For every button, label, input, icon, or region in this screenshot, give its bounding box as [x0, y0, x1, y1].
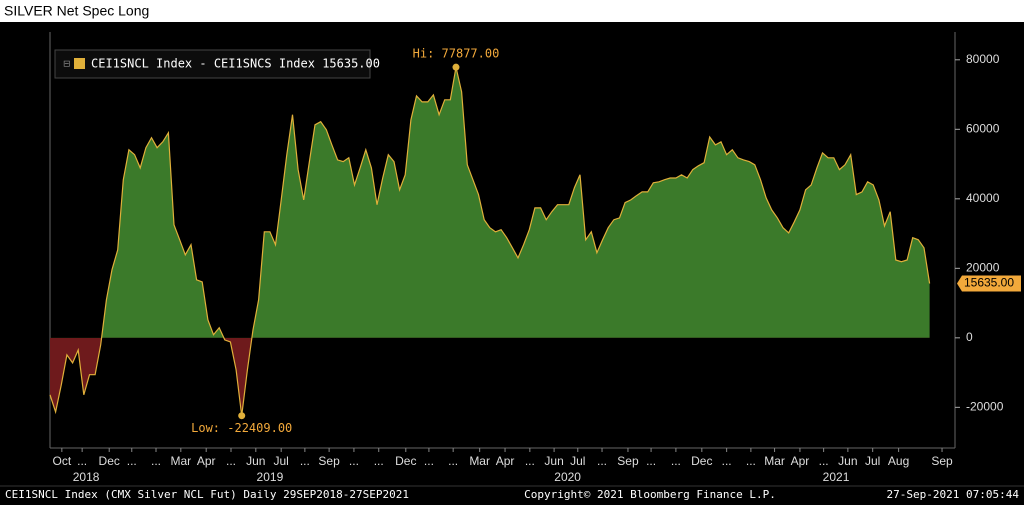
x-tick-label: ... — [300, 454, 310, 468]
x-tick-label: ... — [424, 454, 434, 468]
x-tick-label: Apr — [791, 454, 810, 468]
x-tick-label: Mar — [170, 454, 191, 468]
x-tick-label: ... — [448, 454, 458, 468]
legend-swatch — [74, 58, 85, 69]
y-tick-label: 20000 — [966, 260, 1000, 274]
x-tick-label: Sep — [318, 454, 340, 468]
year-label: 2021 — [823, 470, 850, 484]
extreme-marker — [452, 63, 460, 71]
line — [49, 67, 931, 416]
x-tick-label: ... — [151, 454, 161, 468]
area-positive — [50, 67, 930, 338]
x-tick-label: Jul — [570, 454, 585, 468]
year-label: 2019 — [257, 470, 284, 484]
x-tick-label: ... — [746, 454, 756, 468]
x-tick-label: Mar — [469, 454, 490, 468]
x-tick-label: ... — [127, 454, 137, 468]
x-tick-label: ... — [597, 454, 607, 468]
last-value-label: 15635.00 — [964, 276, 1014, 290]
x-tick-label: Sep — [617, 454, 639, 468]
x-tick-label: ... — [374, 454, 384, 468]
extreme-label: Low: -22409.00 — [191, 421, 292, 435]
legend-toggle: ⊟ — [63, 58, 71, 68]
extreme-marker — [238, 412, 246, 420]
y-tick-label: 60000 — [966, 121, 1000, 135]
x-tick-label: ... — [349, 454, 359, 468]
x-tick-label: Jun — [246, 454, 265, 468]
x-tick-label: ... — [646, 454, 656, 468]
extreme-label: Hi: 77877.00 — [413, 47, 500, 61]
x-tick-label: ... — [525, 454, 535, 468]
x-tick-label: Sep — [931, 454, 953, 468]
x-tick-label: Jul — [865, 454, 880, 468]
year-label: 2020 — [554, 470, 581, 484]
x-tick-label: ... — [671, 454, 681, 468]
y-tick-label: 0 — [966, 330, 973, 344]
legend-label: CEI1SNCL Index - CEI1SNCS Index 15635.00 — [91, 57, 380, 71]
x-tick-label: Jul — [274, 454, 289, 468]
x-tick-label: Dec — [395, 454, 416, 468]
x-tick-label: Dec — [99, 454, 120, 468]
x-tick-label: Aug — [888, 454, 909, 468]
x-tick-label: Jun — [544, 454, 563, 468]
footer-timestamp: 27-Sep-2021 07:05:44 — [887, 488, 1020, 501]
x-tick-label: ... — [819, 454, 829, 468]
plot: -20000 0 20000 40000 60000 80000 15635.00 Hi: 7… — [49, 32, 1021, 484]
y-tick-label: 40000 — [966, 191, 1000, 205]
last-value-tag — [957, 275, 1021, 292]
footer-copyright: Copyright© 2021 Bloomberg Finance L.P. — [524, 488, 776, 501]
x-tick-label: ... — [77, 454, 87, 468]
chart-title: SILVER Net Spec Long — [4, 3, 149, 19]
x-tick-label: Dec — [691, 454, 712, 468]
footer-source: CEI1SNCL Index (CMX Silver NCL Fut) Dail… — [5, 488, 409, 501]
y-tick-label: -20000 — [966, 400, 1004, 414]
year-label: 2018 — [73, 470, 100, 484]
x-tick-label: ... — [722, 454, 732, 468]
x-tick-label: ... — [226, 454, 236, 468]
y-tick-label: 80000 — [966, 52, 1000, 66]
legend-box — [54, 49, 371, 79]
x-tick-label: Apr — [496, 454, 515, 468]
x-tick-label: Apr — [197, 454, 216, 468]
x-tick-label: Oct — [53, 454, 72, 468]
x-tick-label: Jun — [838, 454, 857, 468]
title-bar — [0, 0, 1024, 22]
x-tick-label: Mar — [764, 454, 785, 468]
